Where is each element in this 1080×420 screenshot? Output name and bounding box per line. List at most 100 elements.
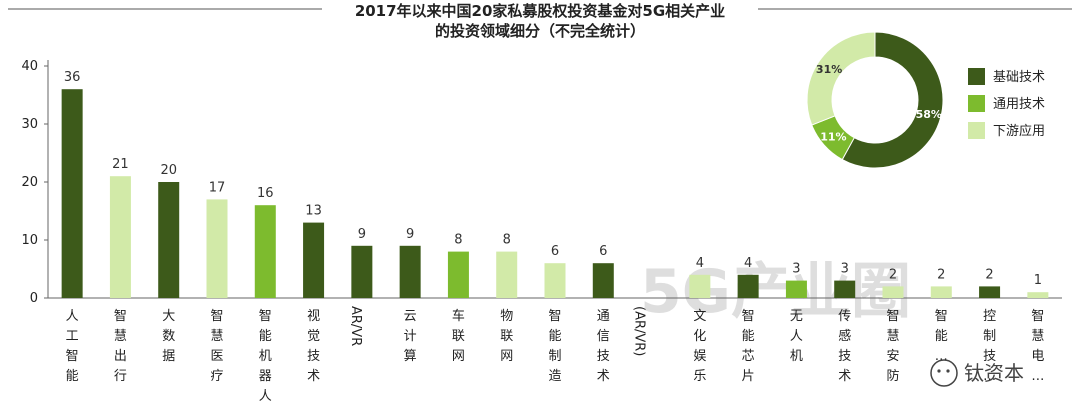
category-label: AR/VR <box>348 306 363 346</box>
category-label-glyph: 人 <box>66 309 79 324</box>
category-label-glyph: 传 <box>838 309 851 324</box>
category-label: 云计算 <box>404 309 417 364</box>
category-label-glyph: 能 <box>548 329 561 344</box>
category-label-glyph: 感 <box>838 328 851 344</box>
bar <box>979 286 1001 298</box>
bar <box>544 263 566 298</box>
category-label-glyph: 觉 <box>307 329 320 344</box>
donut-slice <box>841 31 944 169</box>
category-label-glyph: 智 <box>114 309 127 324</box>
category-label-glyph: 片 <box>742 369 755 384</box>
category-label-glyph: 智 <box>742 309 755 324</box>
category-label: 智慧电… <box>1031 309 1044 384</box>
category-label-glyph: 安 <box>886 349 899 364</box>
category-label-glyph: 制 <box>548 349 561 364</box>
y-tick-label: 40 <box>21 59 38 74</box>
category-label-glyph: 技 <box>983 349 996 364</box>
category-label-glyph: 信 <box>597 329 610 344</box>
category-label: 大数据 <box>162 309 175 364</box>
category-label: 人工智能 <box>66 309 79 384</box>
donut-slice-label: 31% <box>816 63 842 76</box>
category-label-glyph: 智 <box>259 309 272 324</box>
bar-value-label: 16 <box>257 186 274 201</box>
category-label: (AR/VR) <box>632 306 647 356</box>
category-label: 智慧医疗 <box>210 309 223 384</box>
bar-value-label: 6 <box>551 244 559 259</box>
bar <box>834 280 856 298</box>
y-tick-label: 0 <box>30 291 38 306</box>
bar <box>930 286 952 298</box>
category-label-glyph: 车 <box>452 308 465 324</box>
category-label-glyph: 术 <box>307 369 320 384</box>
donut-chart: 58% 11% 31% <box>806 31 944 169</box>
category-label-glyph: … <box>983 369 996 384</box>
category-label-glyph: 慧 <box>1031 328 1044 344</box>
category-label-glyph: 据 <box>162 349 175 364</box>
bar-value-label: 13 <box>305 204 322 219</box>
category-label-glyph: 慧 <box>210 328 223 344</box>
bar-value-label: 8 <box>503 233 511 248</box>
category-label-glyph: 工 <box>66 329 79 344</box>
category-label-glyph: 机 <box>259 349 272 364</box>
category-label: 控制技… <box>983 309 996 384</box>
category-label-glyph: 芯 <box>742 349 755 364</box>
donut-slice-label: 11% <box>820 131 846 144</box>
bar-value-label: 2 <box>985 267 993 282</box>
legend-swatch <box>968 95 985 112</box>
category-label-glyph: 出 <box>114 349 127 364</box>
category-label-glyph: 视 <box>307 309 320 324</box>
category-label-glyph: 能 <box>66 369 79 384</box>
category-label-glyph: 机 <box>790 349 803 364</box>
legend-label: 通用技术 <box>993 97 1045 112</box>
category-label-glyph: 智 <box>935 309 948 324</box>
y-tick-label: 20 <box>21 175 38 190</box>
wechat-icon-eye-right <box>946 369 950 373</box>
category-label-glyph: 技 <box>307 349 320 364</box>
bar <box>158 182 180 298</box>
bar <box>206 199 228 298</box>
watermark: 钛资本 <box>930 359 1024 387</box>
category-label: 智能芯片 <box>742 309 755 384</box>
category-label-glyph: 技 <box>838 349 851 364</box>
category-label: 智能机器人 <box>259 309 272 404</box>
bar-value-label: 36 <box>64 70 81 85</box>
category-label-glyph: 防 <box>886 368 899 384</box>
bar-value-label: 17 <box>209 180 226 195</box>
category-label-glyph: 能 <box>259 329 272 344</box>
category-label-glyph: 电 <box>1031 349 1044 364</box>
bar-value-label: 9 <box>358 227 366 242</box>
legend-swatch <box>968 68 985 85</box>
bar-value-label: 3 <box>792 262 800 277</box>
category-label-glyph: 术 <box>838 369 851 384</box>
bar <box>109 176 131 298</box>
y-tick-label: 30 <box>21 117 38 132</box>
category-label-glyph: 数 <box>162 329 175 344</box>
bar <box>737 274 759 298</box>
bar-value-label: 8 <box>454 233 462 248</box>
legend-label: 基础技术 <box>993 70 1045 85</box>
category-label: 车联网 <box>452 308 465 364</box>
category-label-glyph: 造 <box>548 369 561 384</box>
bar <box>447 251 469 298</box>
category-label-glyph: 人 <box>259 389 272 404</box>
bar <box>785 280 807 298</box>
chart-title: 2017年以来中国20家私募股权投资基金对5G相关产业 <box>355 2 725 20</box>
category-label-glyph: 乐 <box>693 369 706 384</box>
wechat-icon <box>930 359 958 387</box>
category-label-glyph: 化 <box>693 329 706 344</box>
bar-value-label: 6 <box>599 244 607 259</box>
category-label-glyph: 制 <box>983 329 996 344</box>
category-label-glyph: 联 <box>500 329 513 344</box>
category-label: 智慧安防 <box>886 309 899 384</box>
bar-value-label: 21 <box>112 157 129 172</box>
category-label: 文化娱乐 <box>693 309 706 384</box>
category-label-glyph: 智 <box>1031 309 1044 324</box>
category-label-glyph: 算 <box>404 349 417 364</box>
category-label: 智能制造 <box>548 309 561 384</box>
category-label: 物联网 <box>500 309 513 364</box>
donut-slice <box>806 31 876 126</box>
bar <box>1027 292 1049 298</box>
